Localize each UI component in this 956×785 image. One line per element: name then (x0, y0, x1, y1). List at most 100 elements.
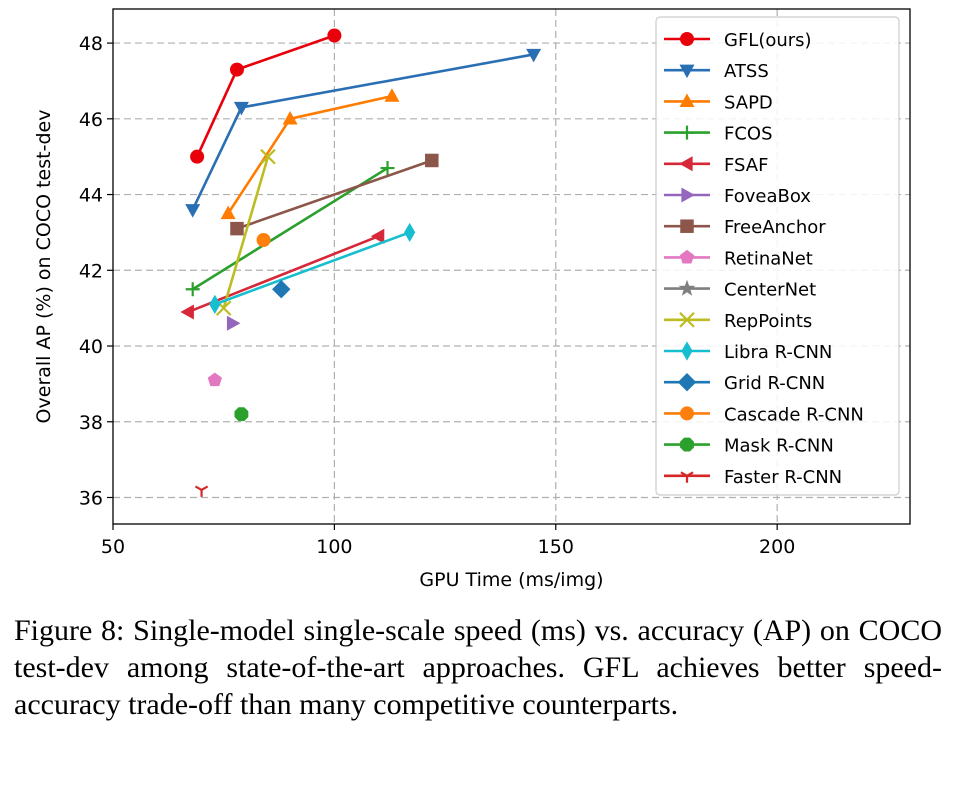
legend-label: RepPoints (724, 311, 812, 332)
data-point-freeanchor (425, 153, 439, 168)
legend-item-fsaf: FSAF (664, 155, 768, 176)
figure-caption: Figure 8: Single-model single-scale spee… (14, 614, 942, 721)
y-tick-label: 38 (79, 412, 103, 434)
speed-accuracy-chart: 50 100 150 200 36 38 40 42 44 46 48 GPU Time (ms/i… (33, 8, 941, 591)
x-tick-label: 200 (759, 536, 795, 558)
legend-label: FSAF (724, 155, 768, 176)
x-tick-label: 150 (538, 536, 574, 558)
data-point-gfl-ours (327, 28, 342, 43)
series-foveabox (226, 315, 241, 331)
legend-label: FoveaBox (724, 186, 811, 207)
data-point-foveabox (226, 315, 241, 331)
data-point-grid-r-cnn (272, 280, 291, 299)
legend-marker-fsaf (679, 156, 693, 172)
legend-item-mask-r-cnn: Mask R-CNN (664, 436, 834, 457)
legend-label: GFL(ours) (724, 30, 812, 51)
data-point-faster-r-cnn (194, 485, 209, 497)
legend: GFL(ours) ATSS SAPD FCOS FSAF FoveaBox FreeAnc… (655, 16, 900, 496)
data-point-fsaf (370, 228, 385, 244)
legend-marker-sapd (679, 93, 695, 108)
legend-marker-atss (679, 64, 695, 79)
series-line-reppoints (222, 156, 270, 309)
legend-item-cascade-r-cnn: Cascade R-CNN (664, 404, 864, 425)
data-point-fcos (185, 282, 200, 297)
data-point-libra-r-cnn (209, 294, 221, 314)
legend-marker-mask-r-cnn (680, 437, 694, 452)
legend-marker-faster-r-cnn (680, 471, 694, 483)
legend-marker-libra-r-cnn (681, 341, 693, 361)
series-libra-r-cnn (209, 222, 416, 314)
series-cascade-r-cnn (256, 232, 271, 247)
legend-item-sapd: SAPD (664, 92, 773, 113)
y-tick-label: 44 (79, 185, 103, 207)
data-point-mask-r-cnn (234, 407, 249, 422)
legend-label: SAPD (724, 92, 773, 113)
data-point-atss (185, 204, 201, 218)
legend-item-faster-r-cnn: Faster R-CNN (664, 467, 842, 488)
data-point-reppoints (260, 148, 276, 165)
x-tick-label: 50 (101, 536, 125, 558)
data-point-sapd (220, 205, 236, 220)
series-gfl-ours (190, 28, 342, 164)
series-line-fsaf (187, 235, 380, 314)
series-layer (180, 28, 941, 497)
data-point-gfl-ours (229, 62, 244, 77)
legend-label: FCOS (724, 124, 773, 145)
legend-item-libra-r-cnn: Libra R-CNN (664, 341, 832, 363)
legend-marker-freeanchor (680, 219, 694, 233)
legend-label: ATSS (724, 61, 769, 82)
data-point-retinanet (207, 372, 222, 387)
legend-item-retinanet: RetinaNet (664, 248, 813, 269)
legend-marker-gfl-ours (680, 32, 694, 46)
legend-marker-foveabox (681, 187, 695, 203)
legend-marker-fcos (680, 125, 694, 140)
series-mask-r-cnn (234, 407, 249, 422)
legend-label: FreeAnchor (724, 217, 826, 238)
y-tick-label: 36 (79, 487, 103, 509)
legend-label: Grid R-CNN (724, 373, 825, 394)
legend-label: RetinaNet (724, 248, 813, 269)
legend-marker-grid-r-cnn (677, 373, 697, 392)
series-sapd (220, 88, 400, 220)
y-tick-label: 42 (79, 260, 103, 282)
y-tick-label: 46 (79, 109, 103, 131)
series-fsaf (180, 228, 385, 320)
legend-marker-centernet (678, 279, 696, 296)
axis-ticks: 50 100 150 200 36 38 40 42 44 46 48 (79, 33, 795, 558)
y-tick-label: 40 (79, 336, 103, 358)
legend-label: Mask R-CNN (724, 436, 834, 457)
y-axis-label: Overall AP (%) on COCO test-dev (33, 110, 55, 424)
x-tick-label: 100 (316, 536, 352, 558)
data-point-atss (526, 48, 542, 63)
data-point-fcos (380, 161, 395, 176)
series-freeanchor (230, 153, 439, 236)
data-point-sapd (384, 88, 400, 102)
legend-item-gfl-ours: GFL(ours) (664, 30, 812, 51)
legend-label: Cascade R-CNN (724, 404, 864, 425)
series-line-libra-r-cnn (214, 231, 411, 306)
series-faster-r-cnn (194, 485, 209, 497)
legend-item-grid-r-cnn: Grid R-CNN (664, 373, 825, 394)
data-point-gfl-ours (190, 149, 205, 164)
y-tick-label: 48 (79, 33, 103, 55)
legend-label: Libra R-CNN (724, 342, 832, 363)
series-grid-r-cnn (272, 280, 291, 299)
legend-item-centernet: CenterNet (664, 280, 816, 301)
legend-box (655, 16, 900, 496)
series-centernet (924, 277, 941, 293)
data-point-centernet (924, 277, 941, 293)
series-atss (185, 48, 542, 218)
data-point-cascade-r-cnn (256, 232, 271, 247)
data-point-sapd (282, 110, 298, 125)
series-line-freeanchor (236, 159, 433, 230)
legend-marker-retinanet (679, 249, 695, 264)
plot-frame (112, 8, 911, 525)
legend-item-foveabox: FoveaBox (664, 186, 811, 207)
legend-item-freeanchor: FreeAnchor (664, 217, 826, 238)
series-retinanet (207, 372, 222, 387)
legend-marker-cascade-r-cnn (680, 406, 694, 421)
x-axis-label: GPU Time (ms/img) (419, 569, 603, 591)
legend-marker-reppoints (679, 312, 695, 328)
data-point-fsaf (180, 304, 194, 320)
legend-item-atss: ATSS (664, 61, 769, 82)
